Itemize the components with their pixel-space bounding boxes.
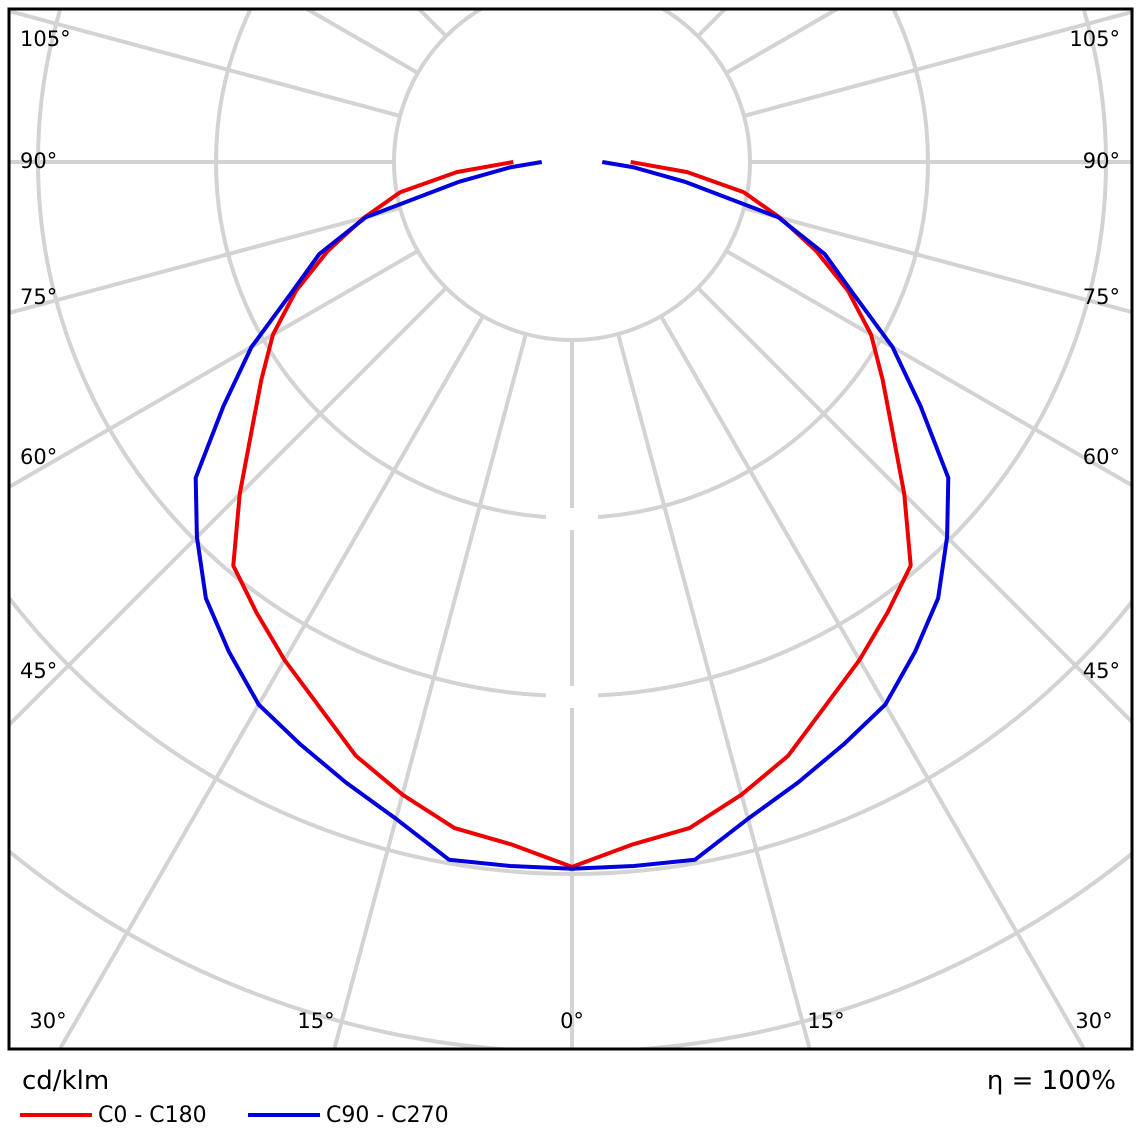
angle-tick-label: 105° bbox=[1069, 27, 1120, 51]
angle-tick-label: 15° bbox=[297, 1009, 334, 1033]
grid-ray bbox=[743, 9, 1132, 118]
angle-tick-label: 60° bbox=[1083, 445, 1120, 469]
angle-tick-label: 105° bbox=[20, 27, 71, 51]
radial-label-gap bbox=[546, 686, 598, 708]
chart-frame bbox=[7, 7, 1134, 1051]
grid-ray bbox=[725, 9, 839, 75]
angle-tick-label: 75° bbox=[1083, 285, 1120, 309]
grid-ray bbox=[305, 9, 419, 75]
series-line-c90-c270 bbox=[193, 160, 951, 871]
grid-ray bbox=[58, 315, 485, 1049]
legend-item-c90-c270: C90 - C270 bbox=[248, 1100, 449, 1130]
angle-tick-label: 60° bbox=[20, 445, 57, 469]
legend-item-c0-c180: C0 - C180 bbox=[20, 1100, 207, 1130]
angle-tick-label: 75° bbox=[20, 285, 57, 309]
grid-ray bbox=[696, 9, 727, 38]
radial-label-gap bbox=[546, 508, 598, 530]
grid-ray bbox=[417, 9, 448, 38]
grid-ray bbox=[9, 9, 401, 118]
grid-ray bbox=[743, 206, 1132, 315]
grid-ray bbox=[659, 315, 1086, 1049]
grid-ray bbox=[9, 286, 448, 727]
legend-label: C90 - C270 bbox=[326, 1102, 449, 1128]
angle-tick-label: 30° bbox=[1075, 1009, 1112, 1033]
angle-tick-label: 45° bbox=[1083, 659, 1120, 683]
angle-tick-label: 0° bbox=[560, 1009, 584, 1033]
legend-swatch-red bbox=[20, 1113, 92, 1117]
legend-swatch-blue bbox=[248, 1113, 320, 1117]
efficiency-label: η = 100% bbox=[986, 1066, 1116, 1096]
angle-tick-label: 30° bbox=[29, 1009, 66, 1033]
grid-ray bbox=[725, 249, 1132, 488]
grid-ray bbox=[332, 333, 528, 1049]
angle-tick-label: 15° bbox=[807, 1009, 844, 1033]
unit-label: cd/klm bbox=[22, 1066, 110, 1096]
legend-label: C0 - C180 bbox=[98, 1102, 207, 1128]
grid-ray bbox=[696, 286, 1132, 724]
grid-ray bbox=[616, 333, 812, 1049]
grid-ray bbox=[9, 206, 401, 315]
angle-tick-label: 90° bbox=[1083, 149, 1120, 173]
grid-ring bbox=[392, 9, 752, 342]
grid-ray bbox=[9, 249, 419, 489]
angle-tick-label: 90° bbox=[20, 149, 57, 173]
angle-tick-label: 45° bbox=[20, 659, 57, 683]
